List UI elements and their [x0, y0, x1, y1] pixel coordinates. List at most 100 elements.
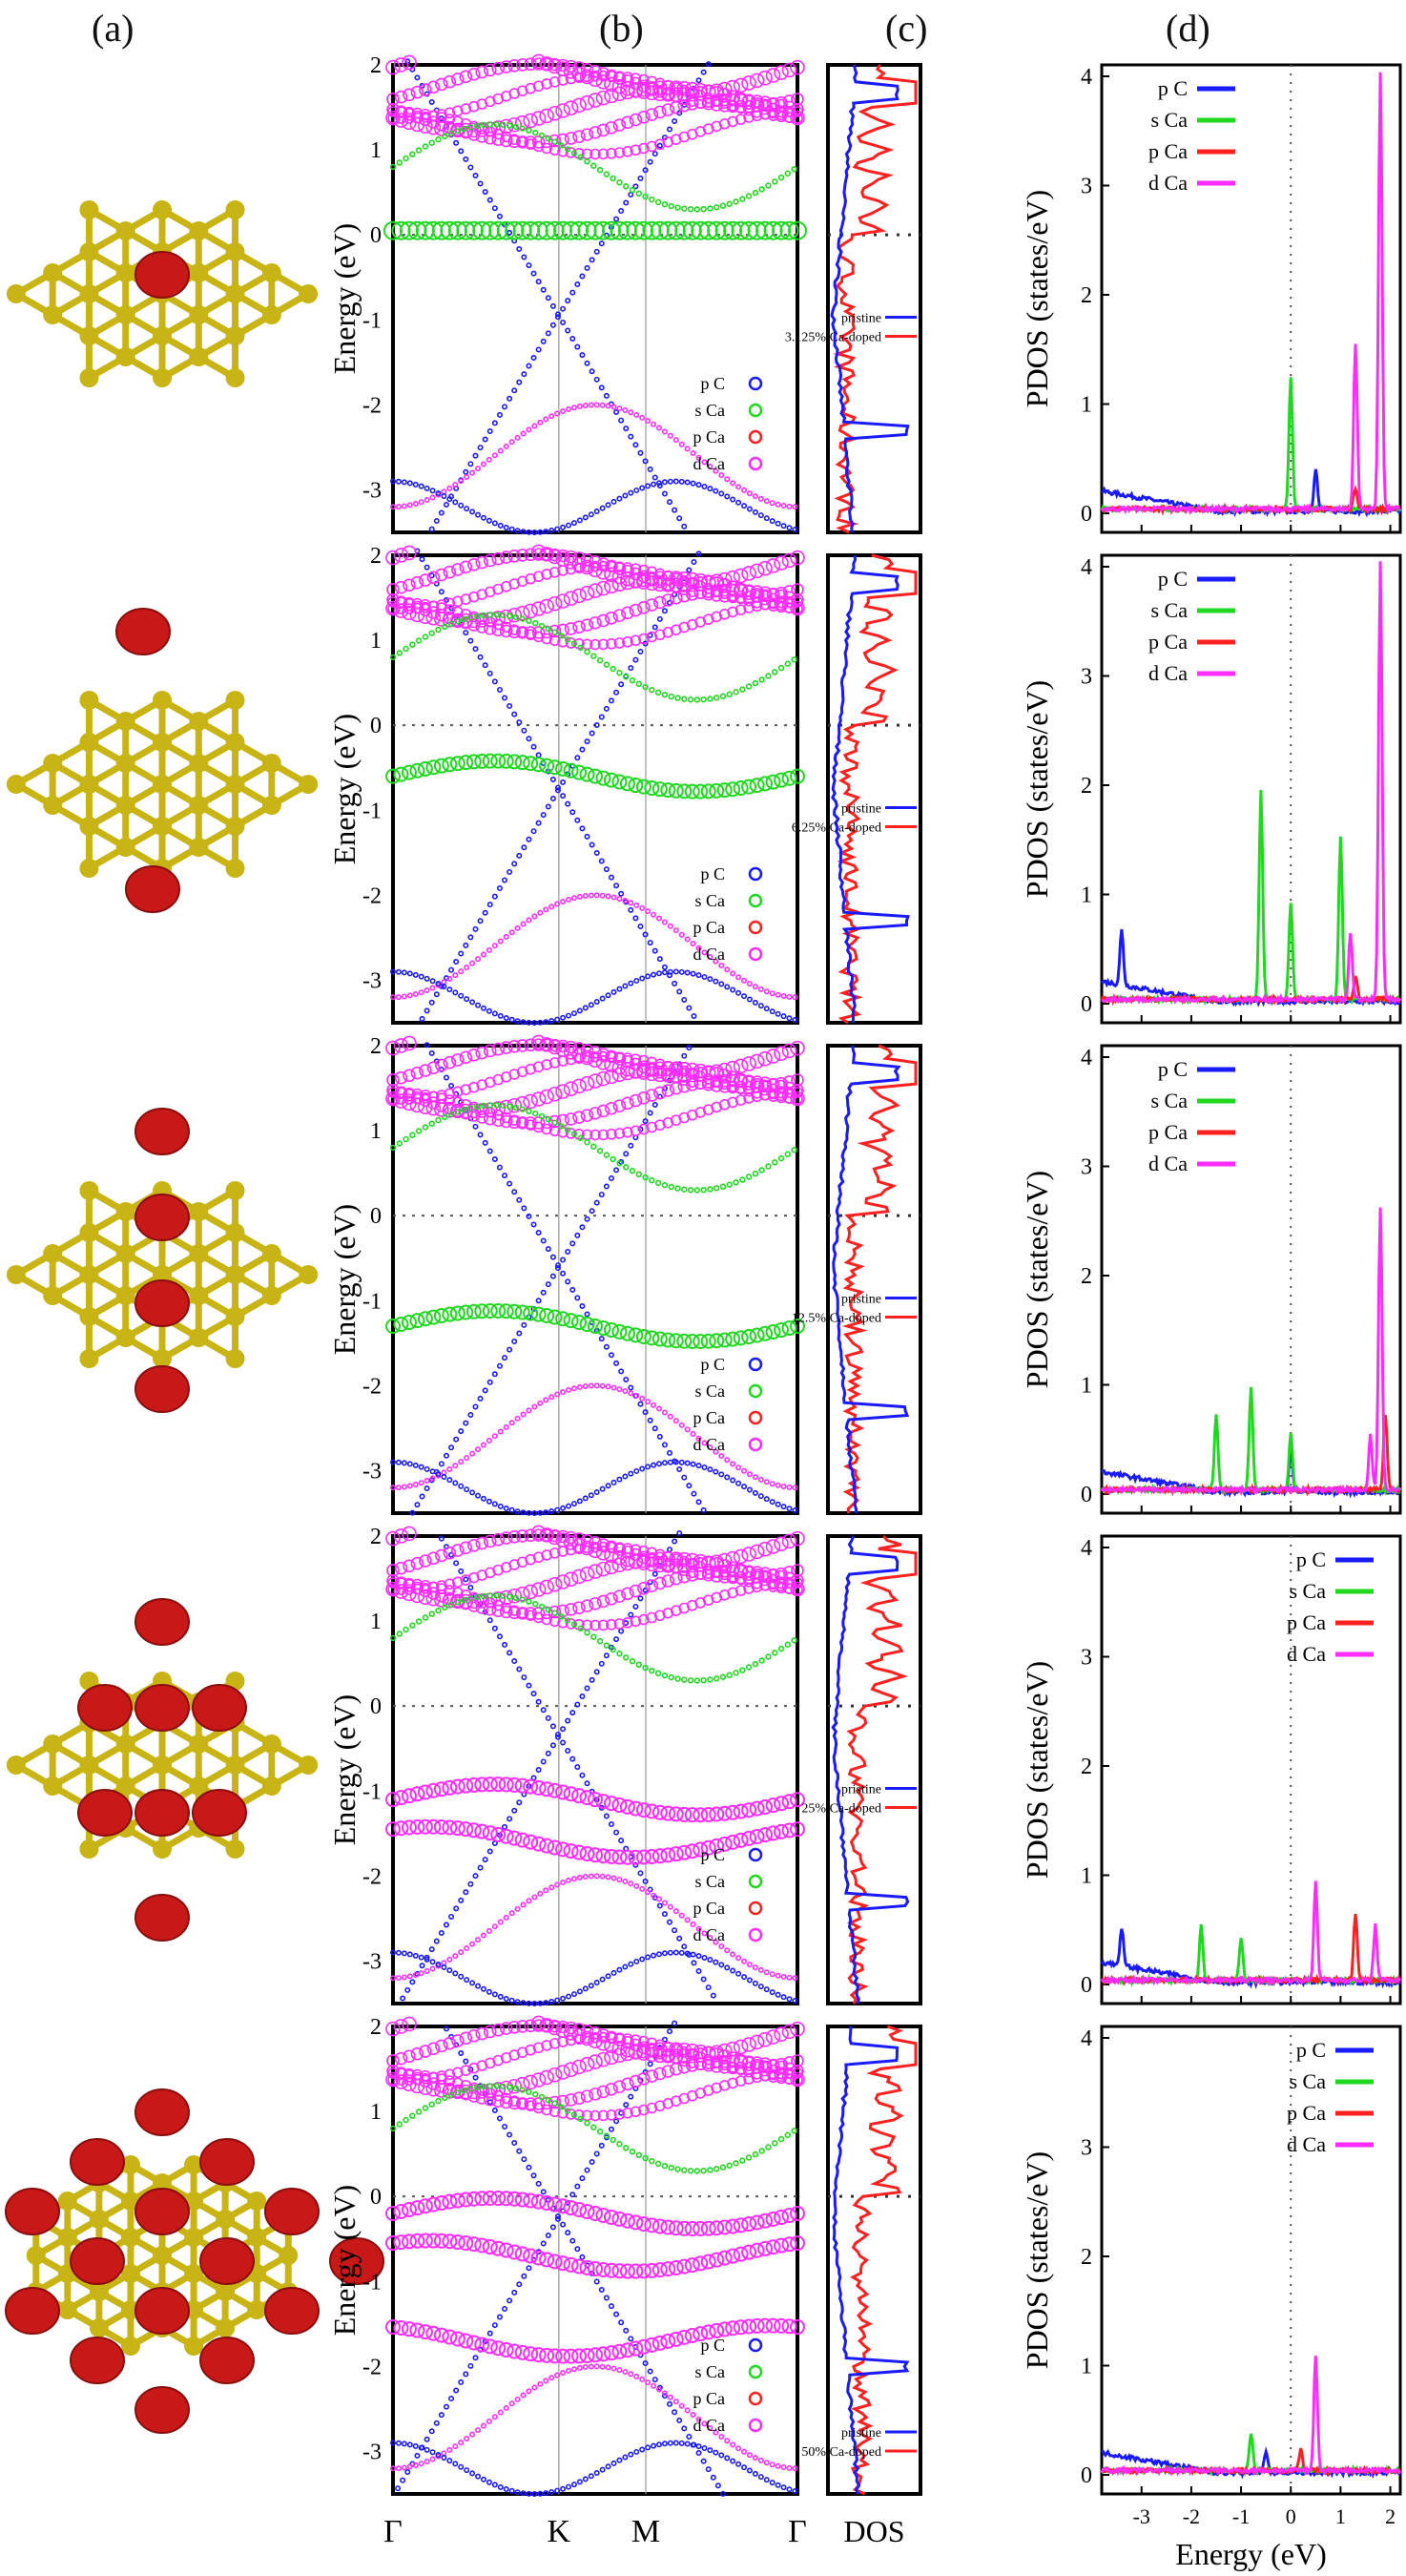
band-dot-ca	[628, 1800, 644, 1817]
band-dot-dca	[554, 2372, 561, 2379]
band-dot-dca	[724, 1947, 731, 1954]
band-dot-pc	[554, 1265, 561, 1272]
band-dot-pc	[584, 1311, 590, 1318]
band-dot-pc	[452, 2461, 459, 2467]
band-dot-sca	[558, 1123, 565, 1130]
band-dot-ca	[749, 1800, 765, 1817]
band-dot-dca	[564, 1603, 578, 1616]
band-legend-marker	[748, 2418, 763, 2433]
band-dot-dca	[458, 122, 474, 138]
band-dot-sca	[752, 679, 759, 687]
band-dot-pc	[472, 452, 479, 459]
band-dot-ca	[458, 2333, 474, 2349]
band-dot-dca	[660, 577, 676, 592]
band-dot-ca	[684, 2257, 700, 2274]
band-dot-dca	[655, 915, 662, 922]
band-dot-dca	[530, 1034, 547, 1050]
band-dot-sca	[649, 1176, 655, 1184]
band-dot-ca	[553, 220, 573, 240]
band-dot-dca	[412, 2462, 419, 2469]
band-legend-label: s Ca	[695, 1381, 726, 1401]
band-dot-dca	[410, 1556, 424, 1570]
band-dot-dca	[690, 1431, 696, 1438]
band-dot-dca	[444, 107, 456, 119]
band-dot-dca	[775, 991, 781, 998]
band-dot-pc	[540, 338, 547, 344]
band-dot-dca	[523, 1584, 538, 1600]
band-dot-dca	[636, 84, 651, 99]
band-dot-sca	[447, 1111, 455, 1118]
band-dot-ca	[684, 2221, 700, 2237]
carbon-atom	[225, 368, 245, 387]
kpoint-label: K	[548, 2514, 571, 2549]
band-dot-dca	[676, 87, 693, 102]
band-dot-dca	[610, 2365, 617, 2372]
band-legend-marker	[748, 920, 763, 935]
band-dot-pc	[401, 479, 407, 486]
carbon-atom	[43, 796, 63, 815]
band-dot-sca	[674, 695, 681, 701]
band-dot-dca	[676, 2048, 693, 2064]
band-dot-sca	[558, 633, 565, 639]
band-dot-pc	[684, 2441, 691, 2447]
band-dot-dca	[595, 565, 611, 580]
band-dot-dca	[412, 1972, 419, 1979]
carbon-atom	[225, 1755, 245, 1775]
band-dot-pc	[424, 1954, 430, 1961]
band-dot-pc	[718, 1962, 725, 1968]
calcium-atom	[134, 2386, 190, 2434]
band-dot-dca	[693, 1557, 709, 1572]
band-dot-sca	[733, 2160, 739, 2167]
band-dot-pc	[486, 1148, 493, 1154]
band-dot-dca	[419, 573, 432, 587]
band-dot-pc	[554, 1506, 561, 1513]
band-dot-pc	[730, 1477, 736, 1484]
band-dot-dca	[548, 2038, 561, 2049]
band-dot-pc	[651, 1425, 658, 1432]
band-dot-dca	[466, 2029, 481, 2043]
band-dot-pc	[486, 2479, 492, 2485]
band-dot-dca	[765, 1049, 781, 1064]
band-dot-dca	[464, 1944, 470, 1951]
band-dot-pc	[655, 970, 662, 977]
band-dot-ca	[586, 220, 605, 240]
band-dot-sca	[681, 205, 688, 212]
band-dot-pc	[469, 999, 476, 1006]
band-dot-dca	[580, 2025, 594, 2038]
band-dot-pc	[424, 975, 430, 982]
band-dot-dca	[676, 1068, 693, 1083]
band-dot-ca	[425, 2233, 442, 2249]
band-dot-pc	[537, 2490, 544, 2497]
band-dot-dca	[532, 1551, 545, 1564]
band-dot-pc	[686, 1045, 693, 1051]
band-dot-pc	[540, 1289, 547, 1296]
band-dot-pc	[695, 482, 702, 488]
band-dot-sca	[532, 619, 539, 627]
band-dot-pc	[486, 1498, 492, 1505]
carbon-atom	[79, 200, 99, 219]
carbon-atom	[79, 1349, 99, 1368]
band-dot-pc	[565, 800, 571, 807]
band-dot-pc	[667, 1459, 673, 1465]
band-dot-sca	[693, 206, 701, 213]
carbon-atom	[189, 221, 209, 240]
band-dot-pc	[496, 1164, 503, 1171]
band-dot-pc	[526, 1019, 532, 1026]
band-dot-dca	[475, 466, 482, 472]
band-dot-pc	[651, 2442, 657, 2449]
pdos-ylabel: PDOS (states/eV)	[1020, 1661, 1054, 1879]
carbon-atom	[225, 1839, 245, 1859]
band-dot-pc	[746, 996, 753, 1003]
band-dot-dca	[645, 2379, 651, 2386]
band-dot-pc	[502, 1173, 508, 1179]
band-dot-ca	[595, 770, 611, 786]
band-dot-dca	[700, 1555, 716, 1571]
band-dot-pc	[676, 1466, 683, 1473]
band-dot-ca	[603, 772, 619, 788]
band-dot-ca	[733, 2319, 749, 2336]
band-dot-dca	[555, 2023, 570, 2038]
band-dot-dca	[411, 2073, 424, 2086]
carbon-atom	[43, 754, 63, 773]
band-dot-ca	[610, 220, 630, 240]
